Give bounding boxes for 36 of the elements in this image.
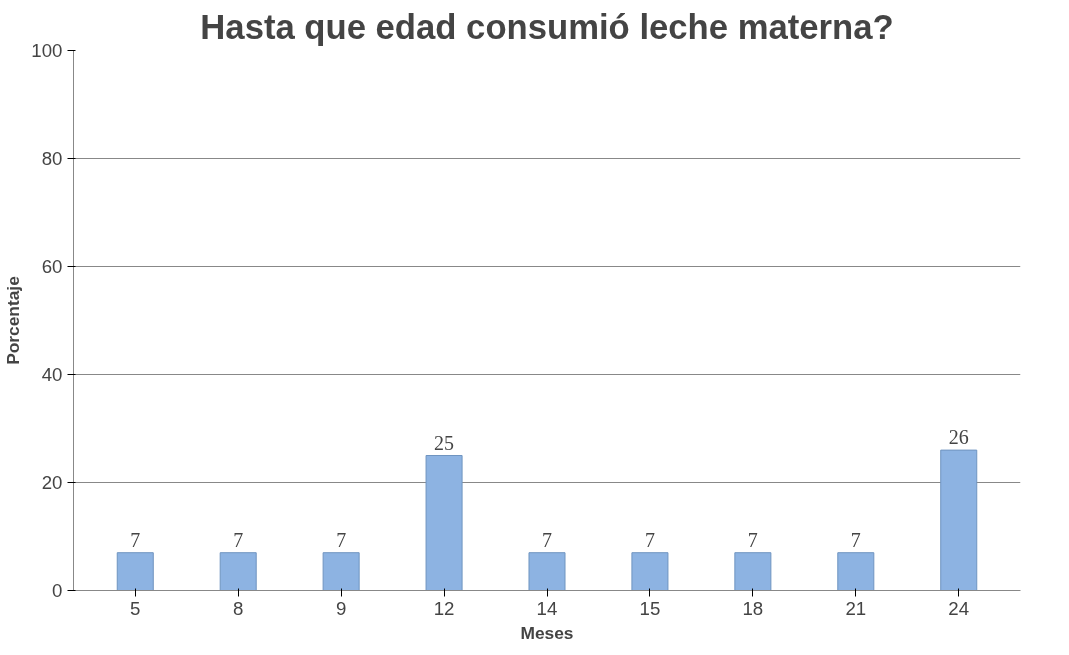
y-tick-label: 0 (52, 580, 63, 601)
y-tick-label: 20 (41, 472, 63, 493)
data-label: 7 (233, 528, 244, 551)
data-label: 7 (644, 528, 655, 551)
data-label: 7 (130, 528, 141, 551)
y-tick-label: 60 (41, 256, 63, 277)
bar (425, 455, 463, 591)
y-axis-title: Porcentaje (3, 275, 24, 365)
data-label: 7 (336, 528, 347, 551)
bar (219, 552, 257, 591)
data-label: 7 (747, 528, 758, 551)
bar (116, 552, 154, 591)
bar (631, 552, 669, 591)
data-label: 7 (850, 528, 861, 551)
bar (940, 449, 978, 591)
x-tick-label: 14 (536, 597, 558, 619)
y-tick-label: 80 (41, 148, 63, 169)
bar (837, 552, 875, 591)
bar (322, 552, 360, 591)
x-axis-title: Meses (520, 622, 574, 643)
y-tick-label: 40 (41, 364, 63, 385)
x-tick-label: 15 (639, 597, 661, 619)
x-tick-label: 5 (130, 597, 141, 619)
data-label: 26 (948, 426, 969, 449)
x-tick-label: 21 (845, 597, 867, 619)
bar (528, 552, 566, 591)
x-tick-label: 24 (948, 597, 970, 619)
x-tick-label: 9 (335, 597, 347, 619)
data-label: 7 (542, 528, 552, 551)
data-label: 25 (434, 431, 455, 454)
x-tick-label: 18 (742, 597, 764, 619)
y-tick-label: 100 (31, 40, 63, 61)
x-tick-label: 12 (433, 597, 455, 619)
x-tick-label: 8 (233, 597, 244, 619)
bar (734, 552, 772, 591)
chart-title: Hasta que edad consumió leche materna? (200, 7, 894, 46)
